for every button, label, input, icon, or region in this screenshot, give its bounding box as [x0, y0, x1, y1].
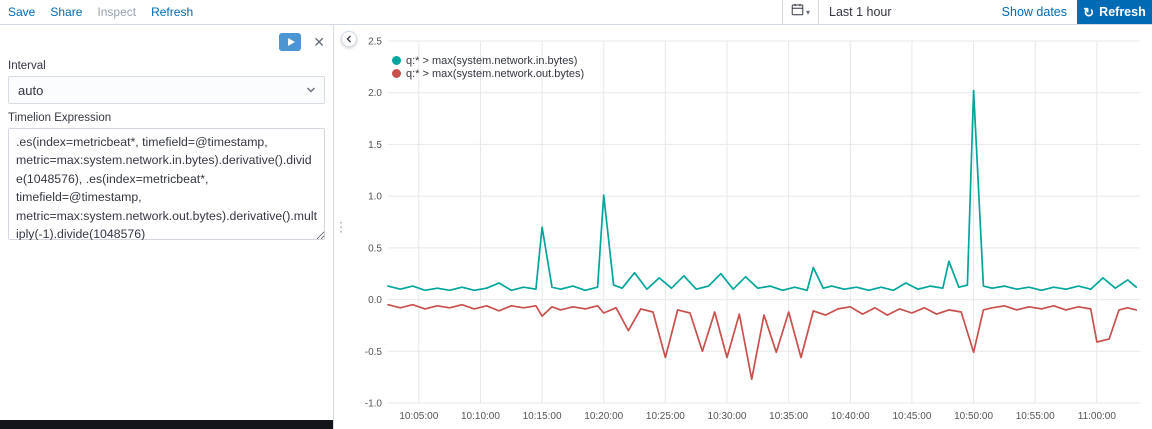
save-button[interactable]: Save	[8, 5, 36, 19]
svg-text:2.0: 2.0	[368, 88, 382, 99]
svg-text:0.0: 0.0	[368, 295, 382, 306]
expression-editor-panel: ✕ Interval auto Timelion Expression .es(…	[0, 25, 333, 420]
series-dot-icon	[392, 69, 401, 78]
svg-text:10:10:00: 10:10:00	[461, 411, 500, 422]
refresh-button-label: Refresh	[1099, 5, 1146, 19]
panel-resizer-handle[interactable]: ⋮	[333, 25, 348, 429]
topbar-right: ▾ Last 1 hour Show dates ↻ Refresh	[782, 0, 1152, 24]
expression-label: Timelion Expression	[8, 112, 112, 124]
bottom-dark-strip	[0, 420, 333, 429]
series-dot-icon	[392, 56, 401, 65]
chart-panel: q:* > max(system.network.in.bytes) q:* >…	[348, 25, 1152, 429]
interval-select[interactable]: auto	[8, 76, 325, 104]
svg-text:10:15:00: 10:15:00	[523, 411, 562, 422]
legend-label: q:* > max(system.network.in.bytes)	[406, 54, 578, 67]
svg-text:10:20:00: 10:20:00	[584, 411, 623, 422]
show-dates-button[interactable]: Show dates	[1001, 5, 1067, 19]
svg-text:10:45:00: 10:45:00	[892, 411, 931, 422]
timelion-expression-input[interactable]: .es(index=metricbeat*, timefield=@timest…	[8, 128, 325, 240]
collapse-panel-button[interactable]	[341, 31, 357, 47]
refresh-button[interactable]: ↻ Refresh	[1077, 0, 1152, 24]
refresh-icon: ↻	[1083, 4, 1095, 20]
svg-text:10:35:00: 10:35:00	[769, 411, 808, 422]
svg-text:1.5: 1.5	[368, 140, 382, 151]
close-icon: ✕	[313, 34, 325, 50]
run-expression-button[interactable]	[279, 33, 302, 51]
svg-text:10:55:00: 10:55:00	[1016, 411, 1055, 422]
close-editor-button[interactable]: ✕	[313, 35, 325, 49]
play-icon	[287, 38, 295, 46]
legend-item-network-in[interactable]: q:* > max(system.network.in.bytes)	[392, 54, 584, 67]
svg-text:2.5: 2.5	[368, 37, 382, 48]
legend-item-network-out[interactable]: q:* > max(system.network.out.bytes)	[392, 67, 584, 80]
chart-legend: q:* > max(system.network.in.bytes) q:* >…	[392, 54, 584, 80]
time-range-value[interactable]: Last 1 hour	[829, 5, 892, 19]
chevron-down-icon: ▾	[805, 7, 810, 17]
refresh-link[interactable]: Refresh	[151, 5, 194, 19]
timelion-chart[interactable]: 2.5 2.0 1.5 1.0 0.5 0.0 -0.5 -1.0 10:05:00 10:10:…	[348, 25, 1152, 429]
drag-handle-icon: ⋮	[334, 219, 348, 235]
chevron-left-icon	[346, 35, 351, 43]
svg-text:10:05:00: 10:05:00	[399, 411, 438, 422]
interval-label: Interval	[8, 60, 46, 72]
svg-text:1.0: 1.0	[368, 192, 382, 203]
svg-text:10:25:00: 10:25:00	[646, 411, 685, 422]
share-button[interactable]: Share	[50, 5, 83, 19]
inspect-button[interactable]: Inspect	[97, 5, 137, 19]
svg-text:-0.5: -0.5	[365, 347, 383, 358]
svg-text:10:30:00: 10:30:00	[708, 411, 747, 422]
app-menu: Save Share Inspect Refresh	[0, 5, 193, 19]
quick-select-button[interactable]: ▾	[783, 0, 819, 24]
svg-text:-1.0: -1.0	[365, 399, 383, 410]
chevron-down-icon	[305, 84, 317, 99]
svg-text:10:50:00: 10:50:00	[954, 411, 993, 422]
legend-label: q:* > max(system.network.out.bytes)	[406, 67, 585, 80]
super-date-picker: ▾ Last 1 hour Show dates	[782, 0, 1077, 24]
svg-text:11:00:00: 11:00:00	[1078, 411, 1117, 422]
svg-text:10:40:00: 10:40:00	[831, 411, 870, 422]
interval-value: auto	[18, 82, 44, 98]
editor-toolbar: ✕	[8, 32, 325, 52]
top-bar: Save Share Inspect Refresh ▾ Last 1 hour…	[0, 0, 1152, 25]
calendar-icon	[791, 3, 804, 21]
svg-text:0.5: 0.5	[368, 243, 382, 254]
